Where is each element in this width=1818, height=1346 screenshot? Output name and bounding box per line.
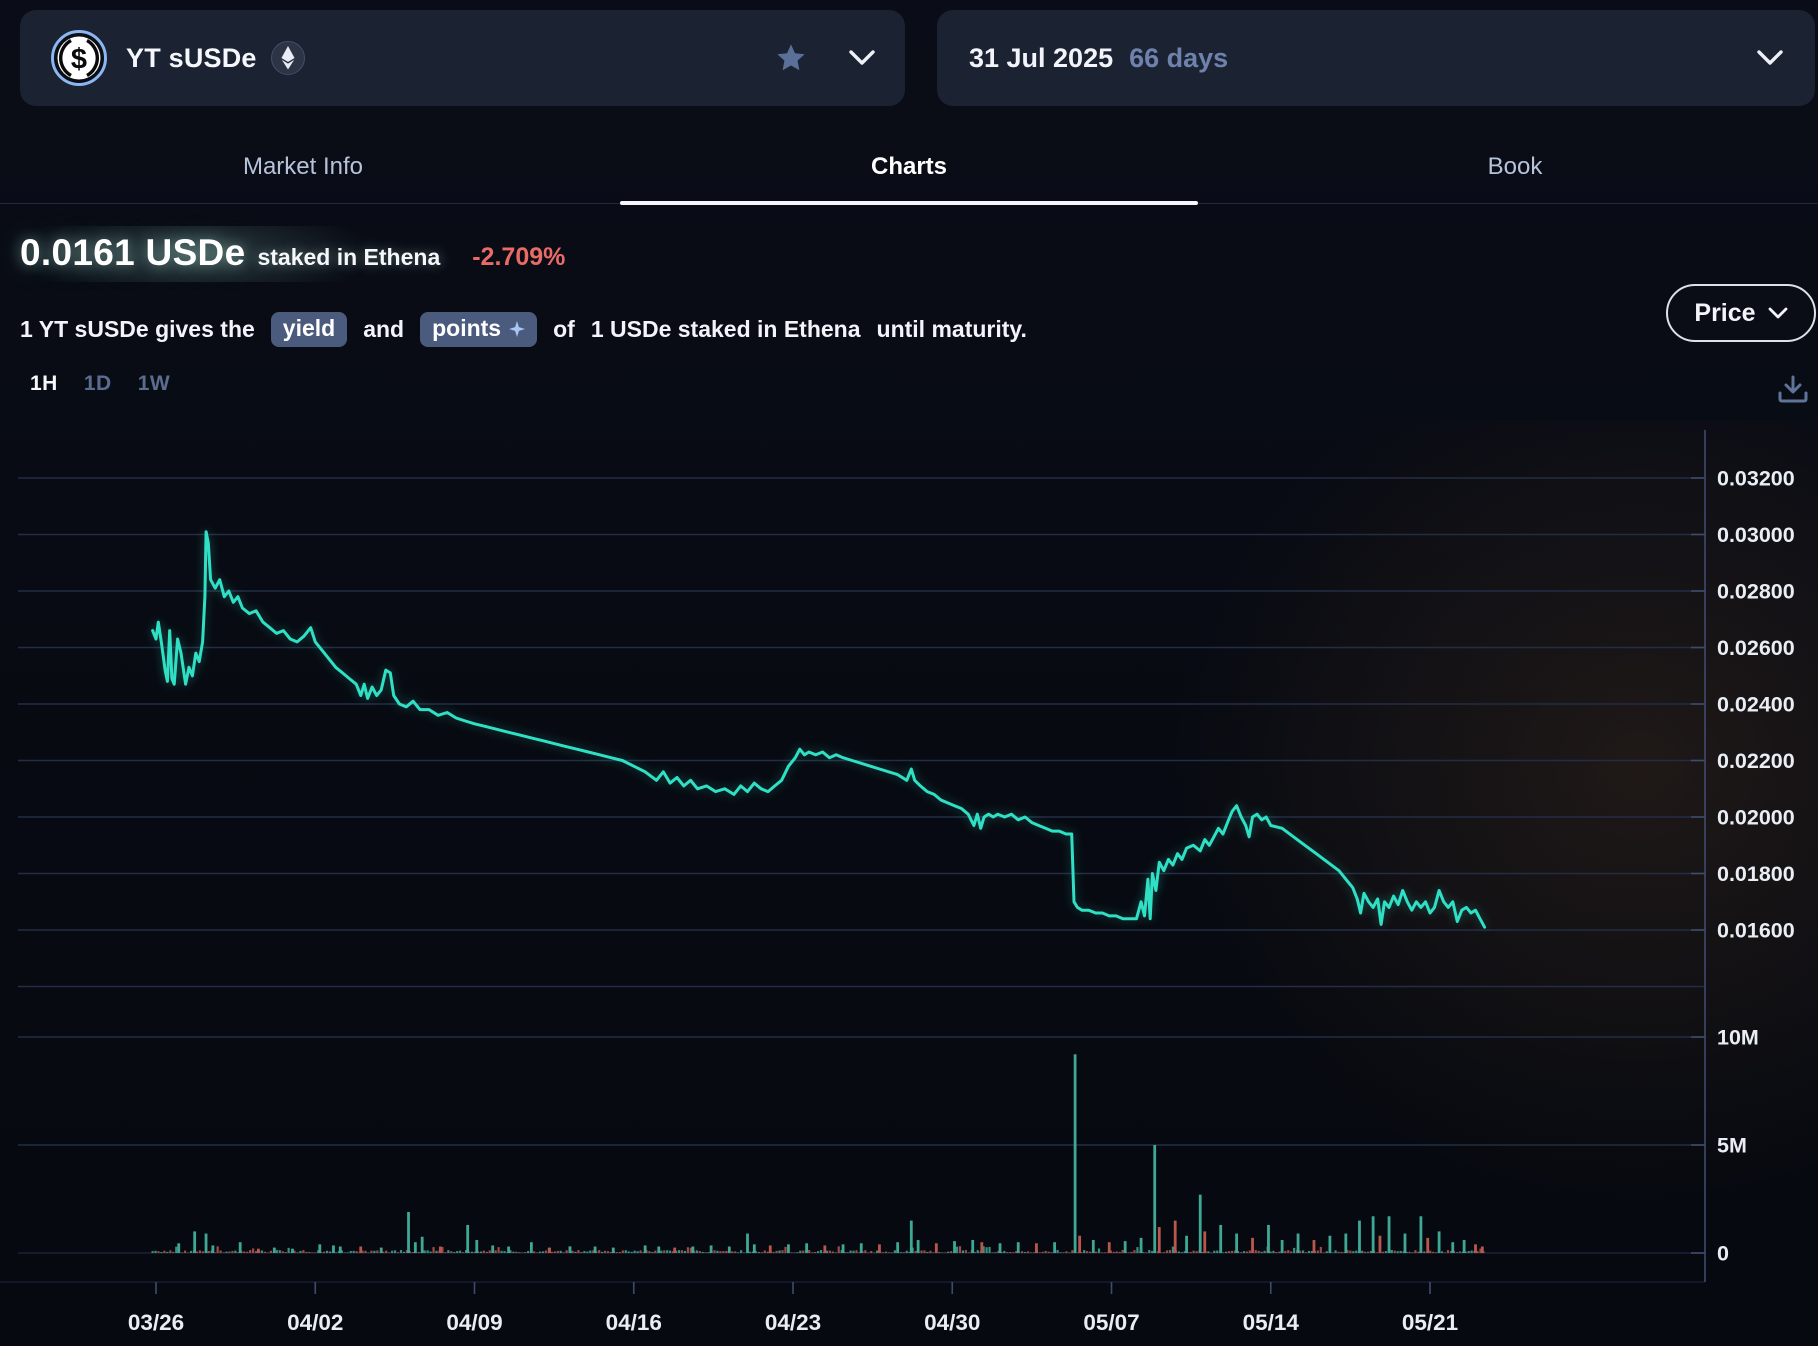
date-axis-label: 04/02 [287, 1310, 343, 1335]
points-badge[interactable]: points [420, 312, 538, 347]
price-unit-note: staked in Ethena [257, 244, 441, 270]
price-volume-chart[interactable]: 0.03200 0.03000 0.02800 0.02600 0.02400 0.022… [0, 340, 1818, 1346]
price-axis-label: 0.01800 [1717, 862, 1795, 886]
yield-badge-label: yield [282, 315, 336, 341]
tab-label: Book [1487, 152, 1543, 180]
current-price: 0.0161 USDe [20, 232, 246, 273]
token-selector[interactable]: $ YT sUSDe [20, 10, 905, 106]
date-axis-label: 03/26 [128, 1310, 184, 1335]
date-axis-label: 05/21 [1402, 1310, 1458, 1335]
price-axis-label: 0.01600 [1717, 919, 1795, 943]
tab-charts[interactable]: Charts [606, 130, 1212, 205]
x-axis-ticks [155, 1282, 1431, 1294]
price-flash-highlight: 0.0161 USDe staked in Ethena [4, 226, 459, 282]
tab-label: Market Info [242, 152, 364, 180]
range-button-1d[interactable]: 1D [83, 372, 112, 395]
date-axis-label: 04/30 [924, 1310, 980, 1335]
chevron-down-icon [1768, 307, 1787, 318]
range-button-1h[interactable]: 1H [30, 372, 58, 395]
tab-market-info[interactable]: Market Info [0, 130, 606, 203]
points-badge-label: points [432, 315, 502, 341]
desc-infix: of [553, 316, 575, 342]
price-change-pct: -2.709% [472, 243, 566, 271]
chevron-down-icon [1757, 50, 1783, 66]
time-range-toolbar: 1H 1D 1W [30, 372, 170, 396]
price-axis-label: 0.02000 [1717, 806, 1795, 830]
svg-text:$: $ [71, 44, 87, 76]
gridlines [0, 477, 1705, 1283]
desc-suffix: until maturity. [876, 316, 1027, 342]
volume-axis-label: 10M [1717, 1026, 1759, 1050]
maturity-days-left: 66 days [1129, 42, 1229, 73]
desc-underlying: 1 USDe staked in Ethena [590, 316, 861, 342]
tab-label: Charts [870, 152, 948, 180]
usde-dollar-icon: $ [50, 29, 108, 87]
sparkle-icon [509, 320, 526, 337]
range-button-1w[interactable]: 1W [137, 372, 171, 395]
metric-selector-button[interactable]: Price [1666, 284, 1816, 342]
maturity-date: 31 Jul 2025 [969, 42, 1114, 73]
price-axis-label: 0.02800 [1717, 580, 1795, 604]
price-axis-label: 0.03200 [1717, 467, 1795, 491]
date-axis-label: 05/07 [1083, 1310, 1139, 1335]
ambient-glow [1170, 340, 1818, 1200]
price-axis-label: 0.02400 [1717, 693, 1795, 717]
price-axis-label: 0.03000 [1717, 523, 1795, 547]
desc-prefix: 1 YT sUSDe gives the [20, 316, 255, 342]
yt-description: 1 YT sUSDe gives the yield and points of… [20, 312, 1027, 347]
date-axis-label: 04/16 [606, 1310, 662, 1335]
token-name: YT sUSDe [126, 42, 257, 73]
price-axis-label: 0.02600 [1717, 636, 1795, 660]
volume-axis-label: 0 [1717, 1242, 1729, 1266]
chart-canvas[interactable]: 0.03200 0.03000 0.02800 0.02600 0.02400 0.022… [0, 340, 1818, 1346]
y-axis [1691, 430, 1706, 1282]
volume-axis-label: 5M [1717, 1134, 1747, 1158]
ethereum-icon [270, 41, 305, 75]
desc-conjunction: and [363, 316, 405, 342]
chevron-down-icon [849, 50, 875, 66]
date-axis-label: 04/09 [446, 1310, 502, 1335]
date-axis-label: 04/23 [765, 1310, 821, 1335]
tab-book[interactable]: Book [1212, 130, 1818, 203]
active-tab-underline [620, 201, 1198, 205]
price-header: 0.0161 USDe staked in Ethena -2.709% [4, 226, 566, 282]
metric-selector-label: Price [1694, 298, 1756, 327]
price-axis-label: 0.02200 [1717, 749, 1795, 773]
yield-badge[interactable]: yield [270, 312, 348, 347]
price-line-series [151, 530, 1487, 929]
date-axis-label: 05/14 [1243, 1310, 1300, 1335]
maturity-selector[interactable]: 31 Jul 2025 66 days [937, 10, 1815, 106]
tab-bar: Market Info Charts Book [0, 130, 1818, 205]
star-icon[interactable] [775, 42, 807, 74]
download-icon[interactable] [1776, 374, 1810, 406]
axis-labels: 0.03200 0.03000 0.02800 0.02600 0.02400 0.022… [128, 467, 1795, 1336]
volume-bars [151, 1054, 1485, 1253]
